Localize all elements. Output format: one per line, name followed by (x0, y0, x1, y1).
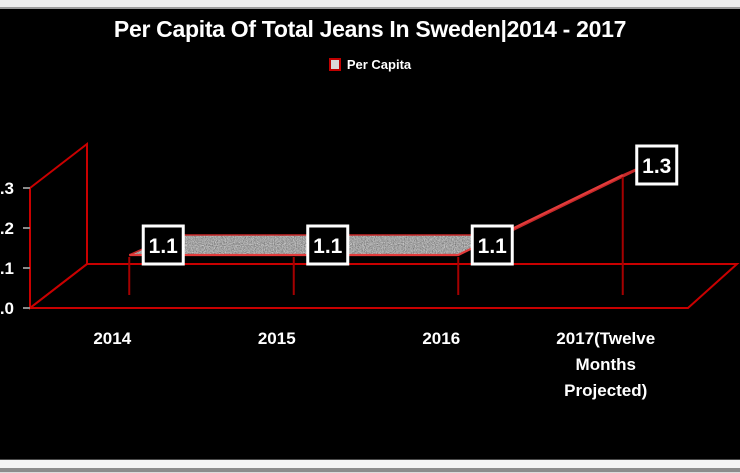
x-axis-labels: 2014 2015 2016 2017(Twelve Months Projected) (93, 329, 655, 400)
x-category-label: 2014 (93, 329, 131, 348)
y-axis-ticks (23, 187, 30, 309)
chart-legend: Per Capita (0, 57, 740, 72)
data-label: 1.1 (313, 235, 343, 258)
data-label: 1.3 (642, 155, 671, 178)
ribbon-back-edge (174, 154, 669, 236)
floor-outline (27, 263, 740, 309)
ribbon-front-edge (129, 174, 624, 257)
data-label-box (306, 224, 350, 266)
data-label: 1.1 (478, 235, 508, 258)
legend-series-label: Per Capita (346, 57, 412, 72)
left-wall-outline (29, 141, 88, 311)
series-ribbon (128, 154, 669, 257)
x-category-label: 2017(Twelve Months Projected) (556, 329, 655, 400)
ribbon-granite-texture (129, 155, 668, 255)
y-tick-label: 1.3 (0, 179, 14, 198)
y-tick-label: 1.2 (0, 219, 14, 238)
data-label-box (470, 224, 514, 266)
axis-frame (27, 141, 740, 311)
category-leader-lines (128, 177, 624, 295)
data-label-box (141, 224, 185, 266)
x-category-label: 2016 (422, 329, 460, 348)
data-label-boxes: 1.1 1.1 1.1 1.3 (141, 144, 679, 266)
page-edge-bottom (0, 459, 740, 473)
legend-series-swatch-icon (328, 58, 341, 71)
page-edge-top (0, 0, 740, 9)
y-tick-label: 1.1 (0, 259, 14, 278)
y-tick-label: 1.0 (0, 299, 14, 318)
x-category-label: 2015 (258, 329, 296, 348)
chart-title: Per Capita Of Total Jeans In Sweden|2014… (113, 16, 627, 42)
data-label: 1.1 (149, 235, 179, 258)
data-label-box (635, 144, 679, 186)
y-axis-labels: 1.0 1.1 1.2 1.3 (0, 179, 14, 318)
